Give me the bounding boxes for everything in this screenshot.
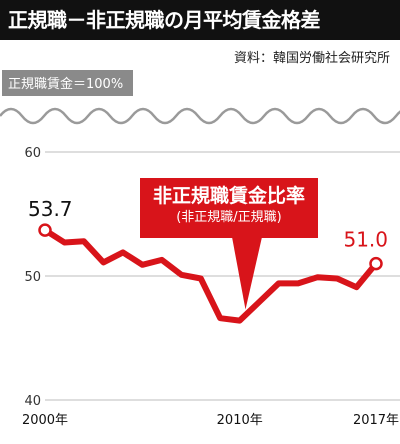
- series-line: [42, 227, 379, 324]
- callout-title: 非正規職賃金比率: [152, 185, 305, 207]
- endpoint-marker: [38, 223, 52, 237]
- callout-subtitle: (非正規職/正規職): [176, 210, 282, 225]
- y-tick-label: 60: [24, 146, 41, 161]
- data-label-end: 51.0: [343, 228, 388, 252]
- y-tick-label: 50: [24, 270, 41, 285]
- callout-pointer: [232, 237, 262, 310]
- x-tick-label: 2017年: [353, 413, 399, 428]
- x-tick-label: 2010年: [217, 413, 263, 428]
- x-tick-label: 2000年: [22, 413, 68, 428]
- chart-title: 正規職－非正規職の月平均賃金格差: [0, 0, 400, 40]
- series-callout: 非正規職賃金比率 (非正規職/正規職): [140, 178, 318, 238]
- y-tick-label: 40: [24, 394, 41, 409]
- baseline-label: 正規職賃金＝100%: [2, 70, 134, 96]
- endpoint-marker: [369, 256, 383, 271]
- baseline-wave: [0, 107, 400, 125]
- source-note: 資料：韓国労働社会研究所: [233, 51, 390, 66]
- data-label-start: 53.7: [28, 197, 73, 221]
